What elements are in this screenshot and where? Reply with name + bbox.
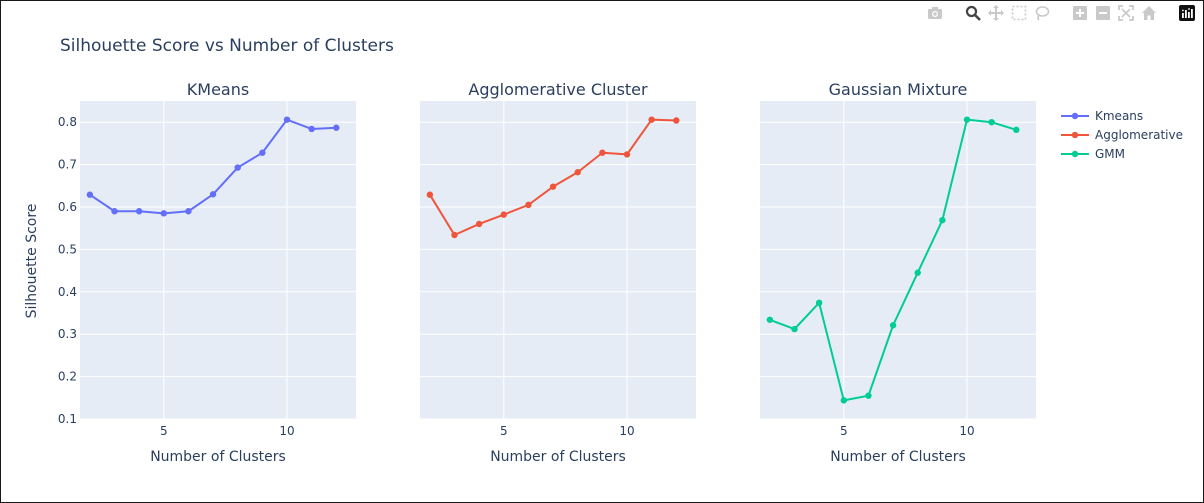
plotly-logo-icon[interactable] (1178, 4, 1196, 22)
data-point[interactable] (673, 117, 680, 124)
data-point[interactable] (135, 208, 143, 215)
zoom-in-icon[interactable] (1071, 4, 1089, 22)
x-tick-label: 10 (959, 424, 974, 438)
box-select-icon[interactable] (1010, 4, 1028, 22)
legend-item-gmm[interactable]: GMM (1061, 147, 1125, 161)
data-point[interactable] (259, 149, 266, 156)
legend-swatch-marker (1071, 112, 1079, 120)
pan-icon[interactable] (987, 4, 1005, 22)
zoom-icon[interactable] (964, 4, 982, 22)
subplot-title: Gaussian Mixture (829, 80, 968, 99)
x-axis-label: Number of Clusters (490, 449, 626, 465)
chart-title: Silhouette Score vs Number of Clusters (60, 36, 394, 56)
x-axis-label: Number of Clusters (830, 449, 966, 465)
legend-item-kmeans[interactable]: Kmeans (1061, 109, 1143, 123)
data-point[interactable] (209, 191, 217, 198)
x-tick-label: 5 (840, 424, 848, 438)
x-axis-label: Number of Clusters (150, 449, 286, 465)
y-axis-label: Silhouette Score (24, 204, 40, 319)
subplot-title: KMeans (187, 80, 249, 99)
x-tick-label: 5 (500, 424, 508, 438)
data-point[interactable] (1013, 126, 1020, 134)
reset-axes-icon[interactable] (1140, 4, 1158, 22)
data-point[interactable] (939, 216, 946, 224)
lasso-icon[interactable] (1033, 4, 1051, 22)
data-point[interactable] (889, 322, 897, 329)
data-point[interactable] (791, 325, 798, 333)
y-tick-label: 0.5 (58, 242, 77, 256)
y-tick-label: 0.7 (58, 158, 77, 172)
data-point[interactable] (308, 125, 315, 133)
plot-area[interactable] (420, 101, 696, 419)
data-point[interactable] (648, 116, 655, 123)
data-point[interactable] (283, 116, 291, 123)
modebar (926, 4, 1196, 22)
data-point[interactable] (86, 191, 94, 198)
subplot-2: 5 10 Agglomerative Cluster Number of Cluste… (420, 80, 696, 465)
x-tick-label: 10 (279, 424, 294, 438)
data-point[interactable] (840, 397, 847, 404)
legend-swatch-marker (1071, 131, 1079, 139)
legend[interactable]: Kmeans Agglomerative GMM (1061, 109, 1183, 161)
data-point[interactable] (549, 183, 557, 190)
data-point[interactable] (815, 299, 823, 307)
subplot-title: Agglomerative Cluster (468, 80, 648, 99)
data-point[interactable] (766, 316, 774, 323)
plot-area[interactable] (80, 101, 356, 419)
data-point[interactable] (475, 220, 483, 228)
data-point[interactable] (451, 231, 458, 239)
legend-swatch-marker (1071, 150, 1079, 158)
y-tick-label: 0.1 (58, 412, 77, 426)
data-point[interactable] (988, 119, 995, 126)
y-tick-label: 0.8 (58, 115, 77, 129)
legend-label: Agglomerative (1095, 128, 1183, 142)
legend-item-agglomerative[interactable]: Agglomerative (1061, 128, 1183, 142)
data-point[interactable] (865, 392, 872, 399)
data-point[interactable] (500, 211, 507, 218)
zoom-out-icon[interactable] (1094, 4, 1112, 22)
data-point[interactable] (111, 208, 118, 215)
data-point[interactable] (574, 169, 581, 176)
data-point[interactable] (333, 124, 340, 131)
data-point[interactable] (914, 269, 921, 276)
data-point[interactable] (185, 208, 192, 215)
y-tick-label: 0.6 (58, 200, 77, 214)
autoscale-icon[interactable] (1117, 4, 1135, 22)
data-point[interactable] (525, 201, 532, 209)
data-point[interactable] (963, 116, 971, 123)
legend-label: GMM (1095, 147, 1125, 161)
subplot-1: 0.1 0.2 0.3 0.4 0.5 0.6 0.7 0.8 5 10 KMeans Number … (58, 80, 356, 465)
subplot-3: 5 10 Gaussian Mixture Number of Clusters (760, 80, 1036, 465)
legend-label: Kmeans (1095, 109, 1143, 123)
data-point[interactable] (623, 151, 631, 158)
x-tick-label: 5 (160, 424, 168, 438)
y-tick-label: 0.2 (58, 370, 77, 384)
data-point[interactable] (234, 164, 241, 171)
data-point[interactable] (160, 210, 167, 217)
camera-icon[interactable] (926, 4, 944, 22)
y-tick-label: 0.3 (58, 327, 77, 341)
data-point[interactable] (599, 149, 606, 156)
x-tick-label: 10 (619, 424, 634, 438)
plot-area[interactable] (760, 101, 1036, 419)
y-tick-label: 0.4 (58, 285, 77, 299)
data-point[interactable] (426, 191, 434, 198)
